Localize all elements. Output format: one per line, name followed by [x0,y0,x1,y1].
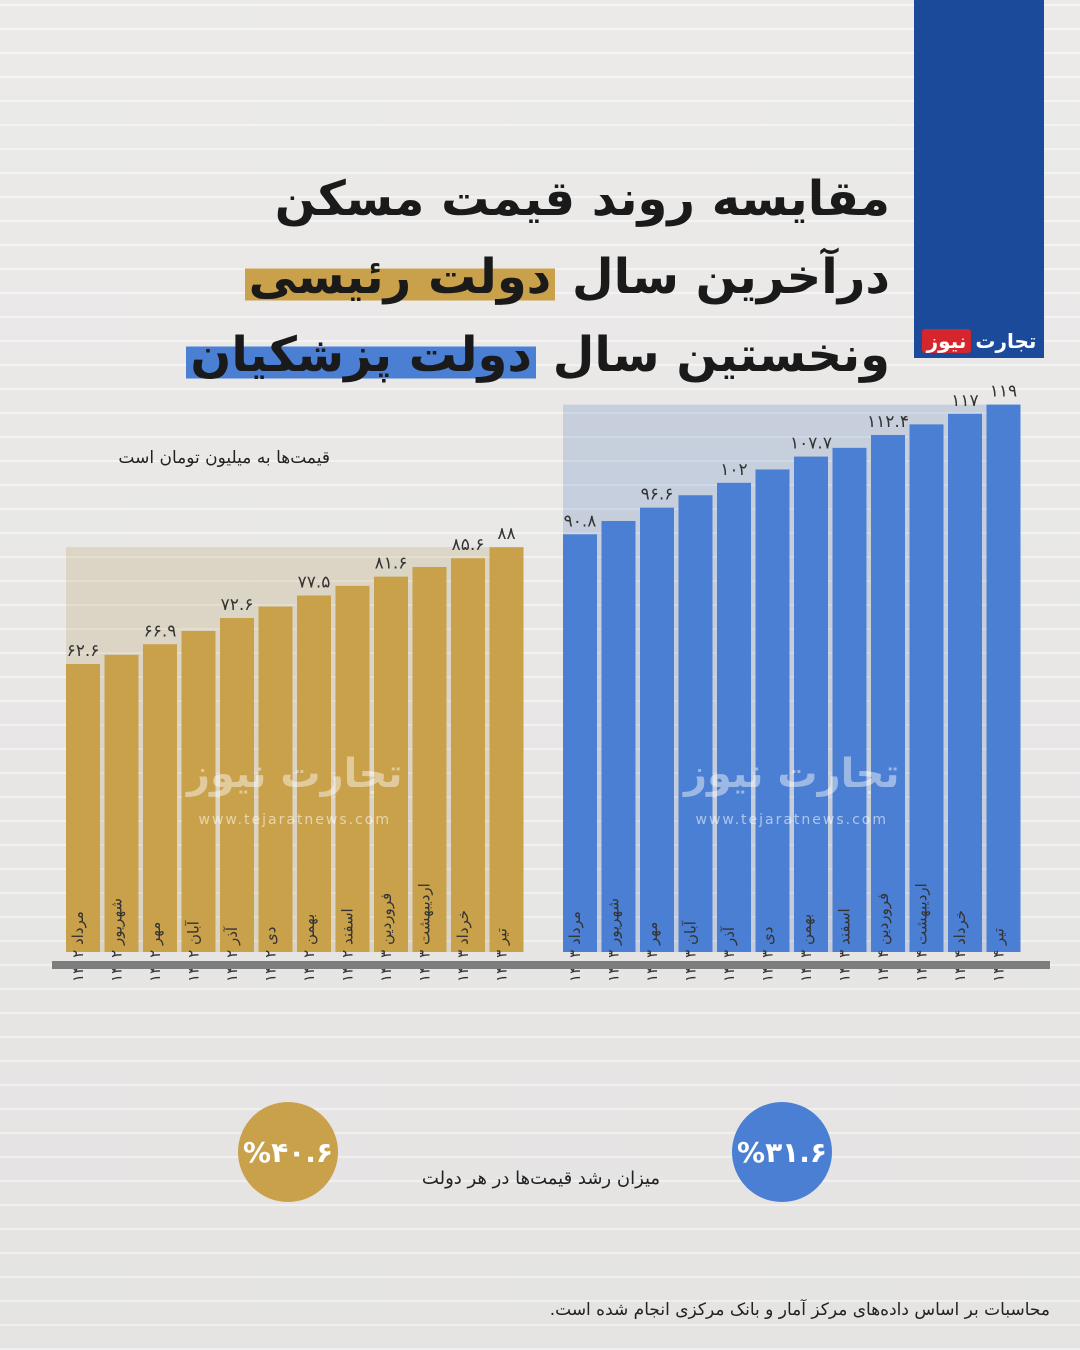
tick-label-raisi-10: خرداد ۱۴۰۳ [454,910,472,982]
value-label-pezeshkian-8: ۱۱۲.۴ [867,412,909,432]
value-label-raisi-11: ۸۸ [497,524,515,544]
tick-label-pezeshkian-0: مرداد ۱۴۰۳ [566,911,584,982]
title-line-2: درآخرین سال دولت رئیسی [190,238,890,316]
tick-label-raisi-1: شهریور ۱۴۰۲ [108,898,126,982]
bar-pezeshkian-4 [717,482,751,952]
value-label-raisi-6: ۷۷.۵ [298,573,331,593]
bar-pezeshkian-5 [755,469,790,952]
bar-pezeshkian-6 [794,456,828,952]
title-highlight-pezeshkian: دولت پزشکیان [186,327,537,383]
bar-raisi-1 [104,654,139,952]
bar-raisi-7 [335,585,370,952]
bar-pezeshkian-2 [640,507,674,952]
tick-label-pezeshkian-1: شهریور ۱۴۰۳ [605,898,623,982]
bar-raisi-10 [451,558,485,952]
value-label-pezeshkian-11: ۱۱۹ [990,382,1017,402]
tick-label-pezeshkian-11: تیر ۱۴۰۴ [990,928,1008,982]
tick-label-raisi-7: اسفند ۱۴۰۲ [339,908,357,982]
x-axis-line [52,961,1050,969]
bar-group-backdrop-raisi [66,547,524,952]
growth-label: میزان رشد قیمت‌ها در هر دولت [421,1168,661,1189]
brand-band [914,0,1044,358]
bar-pezeshkian-10 [948,413,982,952]
value-label-raisi-0: ۶۲.۶ [67,641,100,661]
bar-pezeshkian-11 [986,404,1021,953]
tick-label-pezeshkian-8: فروردین ۱۴۰۴ [874,893,892,982]
watermark-raisi: تجارت نیوز [185,751,402,797]
title-line-3-prefix: ونخستین سال [552,327,890,383]
tick-label-raisi-5: دی ۱۴۰۲ [262,927,280,982]
logo-part1: تجارت [975,329,1037,353]
title-line-3: ونخستین سال دولت پزشکیان [186,316,890,394]
watermark-url-pezeshkian: www.tejaratnews.com [696,812,889,828]
value-label-pezeshkian-2: ۹۶.۶ [641,485,674,505]
logo-part2: نیوز [921,329,972,353]
bar-raisi-2 [143,644,177,952]
bar-raisi-9 [412,566,447,952]
bar-raisi-0 [66,664,100,952]
bar-raisi-6 [297,595,331,952]
tick-label-raisi-8: فروردین ۱۴۰۳ [377,893,395,982]
bar-raisi-3 [181,630,216,952]
tick-label-pezeshkian-9: اردیبهشت ۱۴۰۴ [913,883,931,982]
tick-label-raisi-2: مهر ۱۴۰۲ [146,922,164,982]
bar-raisi-11 [489,547,524,952]
bar-raisi-4 [220,618,254,952]
bar-pezeshkian-0 [563,534,597,952]
value-label-raisi-8: ۸۱.۶ [375,554,408,574]
tick-label-pezeshkian-4: آذر ۱۴۰۳ [720,926,738,982]
chart-title: مقایسه روند قیمت مسکن درآخرین سال دولت ر… [186,160,890,394]
brand-logo: تجارت نیوز [914,324,1044,358]
bar-raisi-8 [374,576,408,952]
growth-raisi-circle: %۴۰.۶ [238,1102,338,1202]
title-highlight-raisi: دولت رئیسی [244,249,556,305]
title-line-2-prefix: درآخرین سال [572,249,890,305]
bar-pezeshkian-9 [909,424,944,952]
footnote: محاسبات بر اساس داده‌های مرکز آمار و بان… [549,1300,1050,1320]
tick-label-raisi-9: اردیبهشت ۱۴۰۳ [416,883,434,982]
bar-pezeshkian-7 [832,447,867,952]
tick-label-pezeshkian-10: خرداد ۱۴۰۴ [951,910,969,982]
tick-label-raisi-3: آبان ۱۴۰۲ [185,920,203,982]
watermark-url-raisi: www.tejaratnews.com [199,812,392,828]
value-label-pezeshkian-4: ۱۰۲ [720,460,747,480]
bar-group-backdrop-pezeshkian [563,404,1021,953]
watermark-pezeshkian: تجارت نیوز [682,751,899,797]
growth-pezeshkian-circle: %۳۱.۶ [732,1102,832,1202]
tick-label-raisi-6: بهمن ۱۴۰۲ [300,914,318,982]
bar-raisi-5 [258,606,293,952]
value-label-pezeshkian-0: ۹۰.۸ [564,511,597,531]
value-label-pezeshkian-6: ۱۰۷.۷ [790,434,832,454]
bar-pezeshkian-1 [601,520,636,952]
tick-label-pezeshkian-6: بهمن ۱۴۰۳ [797,914,815,982]
tick-label-raisi-11: تیر ۱۴۰۳ [493,928,511,982]
tick-label-pezeshkian-3: آبان ۱۴۰۳ [682,920,700,982]
tick-label-raisi-4: آذر ۱۴۰۲ [223,926,241,982]
value-label-raisi-4: ۷۲.۶ [221,595,254,615]
bar-pezeshkian-3 [678,495,713,952]
value-label-raisi-10: ۸۵.۶ [452,535,485,555]
unit-note: قیمت‌ها به میلیون تومان است [118,448,330,468]
value-label-pezeshkian-10: ۱۱۷ [951,391,978,411]
tick-label-pezeshkian-2: مهر ۱۴۰۳ [643,922,661,982]
tick-label-pezeshkian-5: دی ۱۴۰۳ [759,927,777,982]
bar-pezeshkian-8 [871,434,905,953]
value-label-raisi-2: ۶۶.۹ [144,621,177,641]
tick-label-raisi-0: مرداد ۱۴۰۲ [69,911,87,982]
tick-label-pezeshkian-7: اسفند ۱۴۰۳ [836,908,854,982]
title-line-1: مقایسه روند قیمت مسکن [274,171,890,227]
